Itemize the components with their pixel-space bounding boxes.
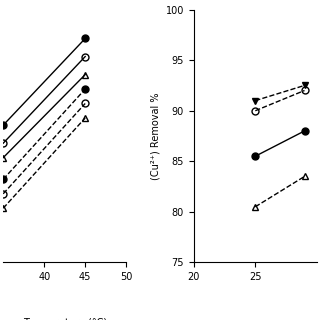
Text: Temperature (°C): Temperature (°C) <box>23 318 107 320</box>
Y-axis label: (Cu²⁺) Removal %: (Cu²⁺) Removal % <box>150 92 160 180</box>
